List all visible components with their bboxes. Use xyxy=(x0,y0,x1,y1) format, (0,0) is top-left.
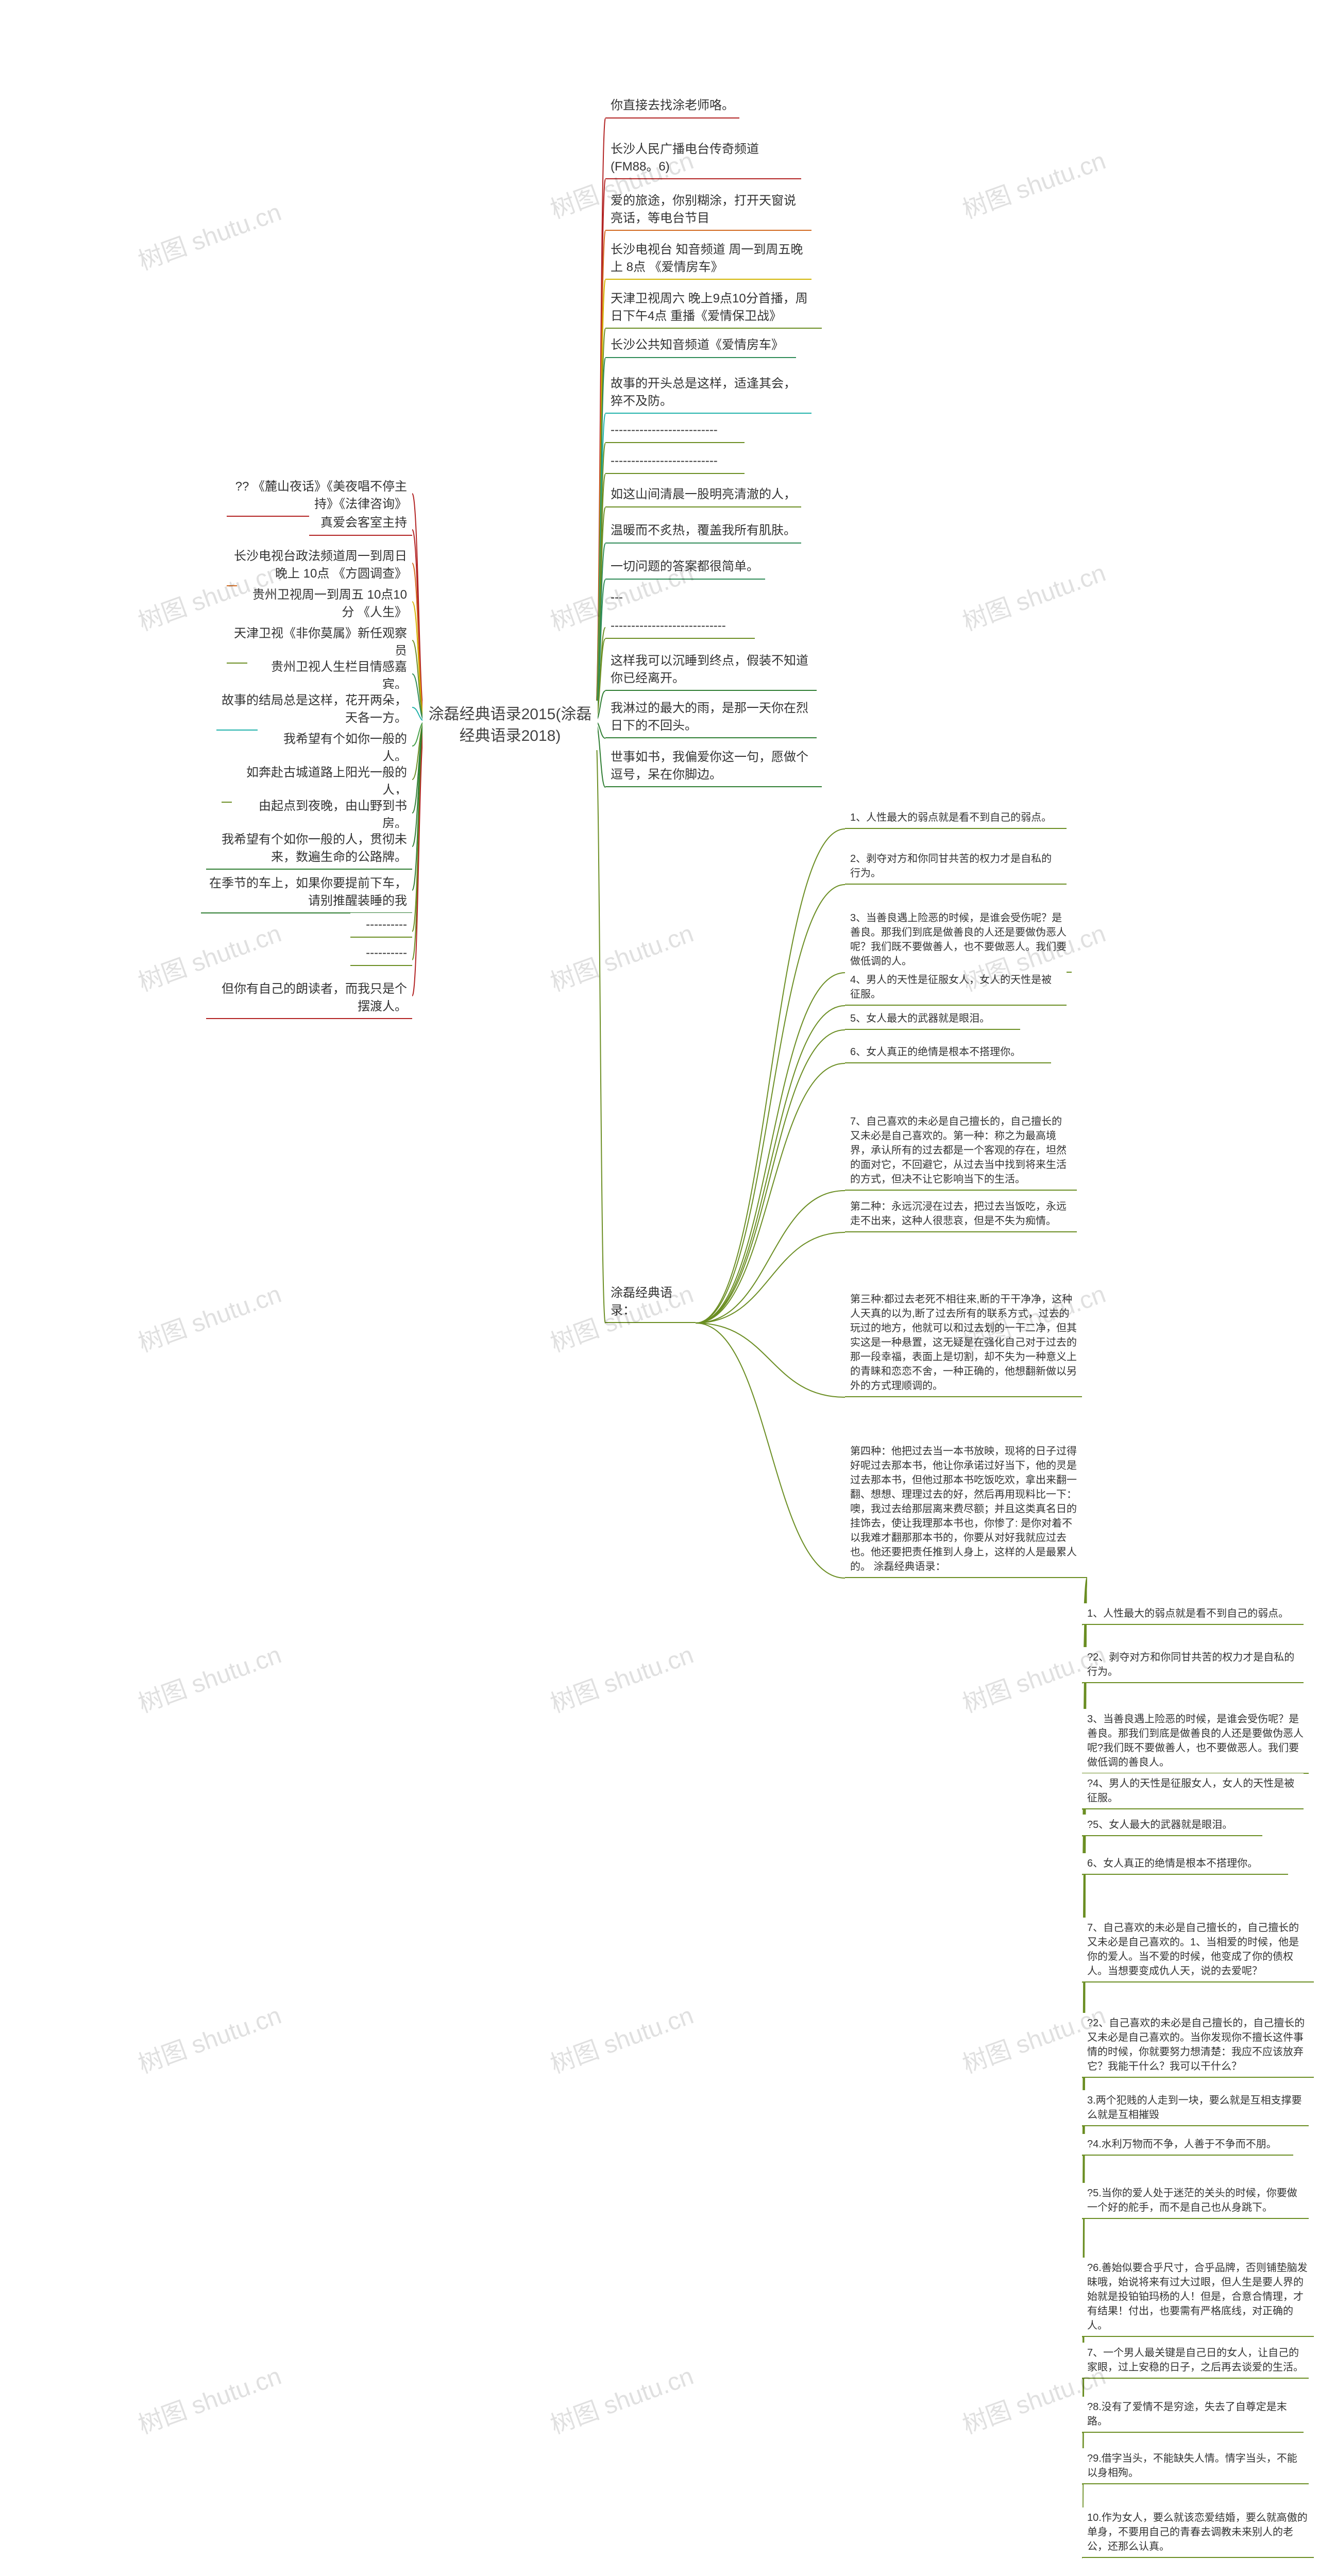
watermark: 树图 shutu.cn xyxy=(957,140,1110,225)
watermark: 树图 shutu.cn xyxy=(132,192,285,277)
right-branch-17-child-8[interactable]: 第三种:都过去老死不相往来,断的干干净净，这种人天真的以为,断了过去所有的联系方… xyxy=(845,1289,1082,1397)
right-branch-17-child-9-gc-11[interactable]: ?6.善始似要合乎尺寸，合乎品牌，否则铺垫脑发昧哦，始说将来有过大过眼，但人生是… xyxy=(1082,2258,1314,2337)
watermark: 树图 shutu.cn xyxy=(132,1634,285,1719)
right-branch-17-child-9-gc-10[interactable]: ?5.当你的爱人处于迷茫的关头的时候，你要做一个好的舵手，而不是自己也从身跳下。 xyxy=(1082,2183,1309,2219)
right-branch-17-child-9-gc-12[interactable]: 7、一个男人最关键是自己日的女人，让自己的家眼，过上安稳的日子，之后再去谈爱的生… xyxy=(1082,2343,1309,2379)
right-branch-17-child-9-gc-9[interactable]: ?4.水利万物而不争，人善于不争而不朋。 xyxy=(1082,2134,1293,2156)
right-branch-17-child-5[interactable]: 6、女人真正的绝情是根本不搭理你。 xyxy=(845,1042,1051,1063)
center-topic[interactable]: 涂磊经典语录2015(涂磊 经典语录2018) xyxy=(422,701,598,750)
left-branch-11[interactable]: 在季节的车上，如果你要提前下车，请别推醒装睡的我 xyxy=(201,872,412,913)
watermark: 树图 shutu.cn xyxy=(957,552,1110,637)
right-branch-0[interactable]: 你直接去找涂老师咯。 xyxy=(605,94,739,118)
right-branch-17-child-9[interactable]: 第四种：他把过去当一本书放映，现将的日子过得好呢过去那本书，他让你承诺过好当下，… xyxy=(845,1441,1087,1578)
right-branch-2[interactable]: 爱的旅途，你别糊涂，打开天窗说亮话，等电台节目 xyxy=(605,189,811,231)
watermark: 树图 shutu.cn xyxy=(132,1995,285,2080)
right-branch-17-child-9-gc-14[interactable]: ?9.借字当头，不能缺失人情。情字当头，不能以身相殉。 xyxy=(1082,2448,1309,2484)
right-branch-17-child-9-gc-0[interactable]: 1、人性最大的弱点就是看不到自己的弱点。 xyxy=(1082,1603,1304,1625)
watermark: 树图 shutu.cn xyxy=(132,1274,285,1359)
right-branch-1[interactable]: 长沙人民广播电台传奇频道(FM88。6) xyxy=(605,138,801,179)
right-branch-10[interactable]: 温暖而不炙热，覆盖我所有肌肤。 xyxy=(605,519,801,544)
right-branch-16[interactable]: 世事如书，我偏爱你这一句，愿做个逗号，呆在你脚边。 xyxy=(605,745,822,787)
right-branch-17-child-7[interactable]: 第二种：永远沉浸在过去，把过去当饭吃，永远走不出来，这种人很悲哀，但是不失为痴情… xyxy=(845,1196,1077,1232)
watermark: 树图 shutu.cn xyxy=(545,913,698,998)
left-branch-3[interactable]: 贵州卫视周一到周五 10点10分 《人生》 xyxy=(237,583,412,625)
right-branch-7[interactable]: -------------------------- xyxy=(605,418,745,443)
right-branch-17-child-9-gc-5[interactable]: 6、女人真正的绝情是根本不搭理你。 xyxy=(1082,1853,1288,1875)
watermark: 树图 shutu.cn xyxy=(545,1995,698,2080)
right-branch-17-child-2[interactable]: 3、当善良遇上险恶的时候，是谁会受伤呢？是善良。那我们到底是做善良的人还是要做伪… xyxy=(845,908,1072,973)
left-branch-10[interactable]: 我希望有个如你一般的人，贯彻未来，数遍生命的公路牌。 xyxy=(206,828,412,870)
left-branch-6[interactable]: 故事的结局总是这样，花开两朵，天各一方。 xyxy=(216,689,412,731)
left-branch-14[interactable]: 但你有自己的朗读者，而我只是个摆渡人。 xyxy=(206,977,412,1019)
right-branch-8[interactable]: -------------------------- xyxy=(605,449,745,474)
left-branch-12[interactable]: ---------- xyxy=(350,913,412,938)
left-branch-1[interactable]: 真爱会客室主持 xyxy=(309,511,412,536)
right-branch-5[interactable]: 长沙公共知音频道《爱情房车》 xyxy=(605,333,796,358)
right-branch-17-child-3[interactable]: 4、男人的天性是征服女人，女人的天性是被征服。 xyxy=(845,970,1067,1006)
right-branch-17-child-6[interactable]: 7、自己喜欢的未必是自己擅长的，自己擅长的又未必是自己喜欢的。第一种：称之为最高… xyxy=(845,1111,1077,1191)
mindmap-canvas: 涂磊经典语录2015(涂磊 经典语录2018) ?? 《麓山夜话》《美夜唱不停主持… xyxy=(0,0,1319,2576)
watermark: 树图 shutu.cn xyxy=(545,1634,698,1719)
right-branch-6[interactable]: 故事的开头总是这样，适逢其会，猝不及防。 xyxy=(605,372,811,414)
right-branch-17-child-9-gc-1[interactable]: ?2、剥夺对方和你同甘共苦的权力才是自私的行为。 xyxy=(1082,1647,1304,1683)
right-branch-17[interactable]: 涂磊经典语录： xyxy=(605,1281,696,1323)
right-branch-17-child-1[interactable]: 2、剥夺对方和你同甘共苦的权力才是自私的行为。 xyxy=(845,849,1067,885)
right-branch-17-child-9-gc-8[interactable]: 3.两个犯贱的人走到一块，要么就是互相支撑要么就是互相摧毁 xyxy=(1082,2090,1309,2126)
watermark: 树图 shutu.cn xyxy=(545,2355,698,2441)
right-branch-17-child-9-gc-13[interactable]: ?8.没有了爱情不是穷途，失去了自尊定是末路。 xyxy=(1082,2397,1304,2433)
left-branch-0[interactable]: ?? 《麓山夜话》《美夜唱不停主持》《法律咨询》 xyxy=(227,475,412,517)
right-branch-17-child-9-gc-15[interactable]: 10.作为女人，要么就该恋爱结婚，要么就高傲的单身，不要用自己的青春去调教未来别… xyxy=(1082,2507,1314,2558)
right-branch-15[interactable]: 我淋过的最大的雨，是那一天你在烈日下的不回头。 xyxy=(605,697,817,738)
right-branch-17-child-0[interactable]: 1、人性最大的弱点就是看不到自己的弱点。 xyxy=(845,807,1067,829)
right-branch-14[interactable]: 这样我可以沉睡到终点，假装不知道你已经离开。 xyxy=(605,649,817,691)
left-branch-13[interactable]: ---------- xyxy=(350,941,412,966)
right-branch-17-child-9-gc-3[interactable]: ?4、男人的天性是征服女人，女人的天性是被征服。 xyxy=(1082,1773,1304,1809)
watermark: 树图 shutu.cn xyxy=(132,2355,285,2441)
right-branch-17-child-9-gc-6[interactable]: 7、自己喜欢的未必是自己擅长的，自己擅长的又未必是自己喜欢的。1、当相爱的时候，… xyxy=(1082,1918,1314,1982)
right-branch-13[interactable]: ---------------------------- xyxy=(605,614,755,639)
right-branch-4[interactable]: 天津卫视周六 晚上9点10分首播，周日下午4点 重播《爱情保卫战》 xyxy=(605,287,822,329)
right-branch-17-child-4[interactable]: 5、女人最大的武器就是眼泪。 xyxy=(845,1008,1020,1030)
right-branch-3[interactable]: 长沙电视台 知音频道 周一到周五晚上 8点 《爱情房车》 xyxy=(605,238,811,280)
right-branch-17-child-9-gc-2[interactable]: 3、当善良遇上险恶的时候，是谁会受伤呢？是善良。那我们到底是做善良的人还是要做伪… xyxy=(1082,1709,1309,1774)
right-branch-9[interactable]: 如这山间清晨一股明亮清澈的人， xyxy=(605,483,801,507)
right-branch-11[interactable]: 一切问题的答案都很简单。 xyxy=(605,555,765,580)
right-branch-17-child-9-gc-7[interactable]: ?2、自己喜欢的未必是自己擅长的，自己擅长的又未必是自己喜欢的。当你发现你不擅长… xyxy=(1082,2013,1314,2078)
left-branch-2[interactable]: 长沙电视台政法频道周一到周日 晚上 10点 《方圆调查》 xyxy=(227,545,412,586)
right-branch-17-child-9-gc-4[interactable]: ?5、女人最大的武器就是眼泪。 xyxy=(1082,1815,1262,1836)
